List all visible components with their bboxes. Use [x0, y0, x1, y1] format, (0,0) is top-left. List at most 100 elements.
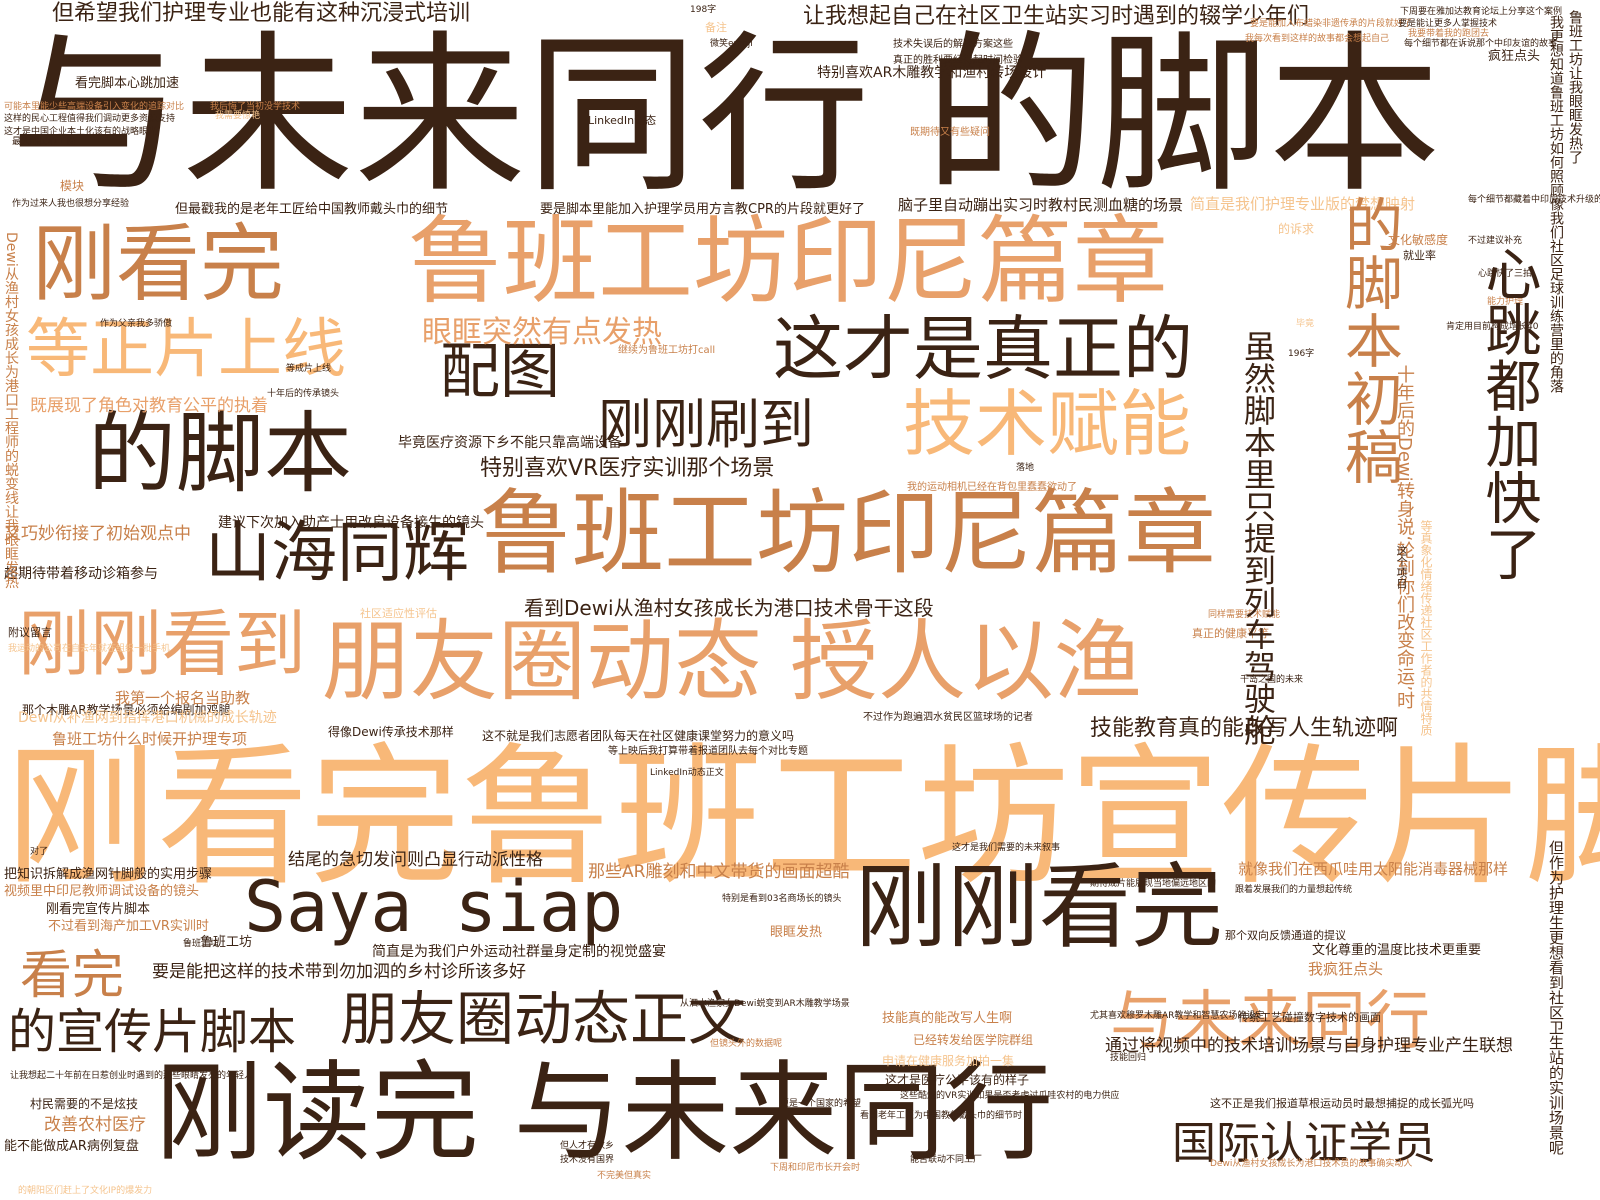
cloud-word: 得像Dewi传承技术那样	[328, 725, 454, 739]
cloud-word: 看到Dewi从渔村女孩成长为港口技术骨干这段	[524, 596, 934, 620]
cloud-word: 196字	[1288, 349, 1315, 359]
cloud-word: 十年后的传承镜头	[267, 389, 340, 399]
cloud-word: 这样的民心工程值得我们调动更多资源支持	[4, 114, 176, 124]
cloud-word: 千岛之国的未来	[1240, 675, 1304, 685]
cloud-word: 社区适应性评估	[360, 607, 437, 620]
cloud-word: 结尾的急切发问则凸显行动派性格	[288, 850, 543, 870]
cloud-word: 更是一个国家的希望	[780, 1099, 862, 1109]
cloud-word: 能不能做成AR病例复盘	[4, 1139, 139, 1154]
cloud-word: 不过建议补充	[1468, 236, 1523, 246]
cloud-word: 刚看完鲁班工坊宣传片脚本	[5, 729, 1600, 906]
cloud-word: 尤其喜欢穆罗木雕AR教学和智慧农场的设定	[1090, 1011, 1265, 1021]
cloud-word: 的脚本	[88, 402, 353, 505]
cloud-word: 超期待带着移动诊箱参与	[4, 566, 158, 582]
cloud-word: 鲁班工坊	[183, 939, 220, 949]
cloud-word: 这不就是我们志愿者团队每天在社区健康课堂努力的意义吗	[482, 729, 795, 743]
cloud-word: 看完	[20, 946, 125, 1006]
cloud-word: 申请在健康服务加拍一集	[882, 1054, 1015, 1068]
cloud-word: 这个项目	[1395, 545, 1408, 589]
cloud-word: 刚读完 与未来同行	[155, 1051, 1054, 1176]
cloud-word: 那个木雕AR教学场景必须给编剧加鸡腿	[22, 703, 231, 717]
cloud-word: 技能回归	[1110, 1053, 1147, 1063]
cloud-word: 眼眶发热	[770, 925, 823, 940]
cloud-word: 那个双向反馈通道的提议	[1225, 929, 1346, 942]
cloud-word: 文化尊重的温度比技术更重要	[1312, 943, 1482, 958]
cloud-word: 特别喜欢VR医疗实训那个场景	[480, 456, 775, 481]
cloud-word: 鲁班工坊让我眼眶发热了	[1567, 10, 1583, 164]
cloud-word: 配图	[440, 337, 560, 407]
cloud-word: Dewi从补渔网到指挥港口机械的成长轨迹	[18, 710, 277, 726]
cloud-word: 简直是为我们户外运动社群量身定制的视觉盛宴	[372, 944, 666, 960]
cloud-word: 既期待又有些疑问	[910, 127, 990, 138]
cloud-word: 心跳都加快了	[1476, 245, 1541, 581]
cloud-word: 不完美但真实	[597, 1171, 652, 1181]
cloud-word: 建议下次加入助产士用改良设备接生的镜头	[218, 515, 484, 531]
cloud-word: 要是能让更多人掌握技术	[1398, 19, 1498, 29]
cloud-word: 简直是我们护理专业版的梦想映射	[1190, 195, 1416, 213]
cloud-word: 期待成片能展现当地偏远地区的	[1090, 879, 1217, 889]
cloud-word: 从泗水渔家女Dewi蜕变到AR木雕教学场景	[680, 999, 850, 1009]
cloud-word: 等成片上线	[286, 364, 332, 374]
cloud-word: 但人才有故乡	[560, 1141, 615, 1151]
cloud-word: 鲁班工坊印尼篇章	[480, 480, 1217, 587]
cloud-word: 但最戳我的是老年工匠给中国教师戴头巾的细节	[175, 202, 449, 217]
cloud-word: 村民需要的不是炫技	[30, 1097, 139, 1111]
cloud-word: 的朝阳区们赶上了文化IP的爆发力	[18, 1186, 153, 1196]
cloud-word: LinkedIn动态	[588, 114, 657, 127]
cloud-word: 既展现了角色对教育公平的执着	[30, 396, 268, 416]
cloud-word: 技术失误后的解决方案这些	[893, 39, 1013, 50]
cloud-word: 通过将视频中的技术培训场景与自身护理专业产生联想	[1105, 1036, 1513, 1056]
cloud-word: 脑子里自动蹦出实习时教村民测血糖的场景	[898, 196, 1184, 214]
cloud-word: 朋友圈动态正文	[340, 985, 747, 1053]
cloud-word: 刚刚看完	[855, 854, 1224, 961]
cloud-word: Dewi从渔村女孩成长为港口技术员的故事确实动人	[1210, 1159, 1413, 1169]
cloud-word: 鲁班工坊什么时候开护理专项	[52, 730, 248, 748]
cloud-word: 下周要在雅加达教育论坛上分享这个案例	[1400, 7, 1563, 17]
cloud-word: 我需要惊艳	[215, 111, 261, 121]
cloud-word: 已经转发给医学院群组	[913, 1033, 1034, 1047]
cloud-word: 又巧妙衔接了初始观点中	[4, 524, 191, 544]
cloud-word: 这不正是我们报道草根运动员时最想捕捉的成长弧光吗	[1210, 1097, 1474, 1110]
cloud-word: 我每次看到这样的故事都会想起自己	[1245, 34, 1390, 44]
cloud-word: LinkedIn动态正文	[650, 768, 724, 778]
cloud-word: 文化敏感度	[1388, 233, 1449, 247]
cloud-word: 对了	[30, 847, 49, 857]
cloud-word: 改善农村医疗	[44, 1115, 146, 1135]
cloud-word: 我后悔了当初没学技术	[210, 102, 301, 112]
cloud-word: 看到老年工匠为中国教师戴头巾的细节时	[860, 1111, 1023, 1121]
cloud-word: 技术赋能	[903, 382, 1192, 466]
cloud-word: 肯定用目前构成增长40	[1446, 322, 1539, 332]
cloud-word: 跟着发展我们的力量想起传统	[1235, 885, 1353, 895]
cloud-word: 真正的健康平等	[1192, 627, 1269, 640]
cloud-word: 可能本里能少些高端设备引入变化的追踪对比	[4, 102, 185, 112]
cloud-word: 要是脚本里能加入护理学员用方言教CPR的片段就更好了	[540, 202, 865, 217]
cloud-word: 我运动的公司在自去年就在组织一批手机	[8, 644, 171, 654]
cloud-word: 的诉求	[1278, 222, 1315, 236]
cloud-word: 让我想起二十年前在日惹创业时遇到的那些眼睛发亮的年轻人	[10, 1071, 254, 1081]
cloud-word: 这些酷炫的VR实训如果是否考虑过爪哇农村的电力供应	[900, 1091, 1120, 1101]
cloud-word: 作为过来人我也很想分享经验	[12, 199, 130, 209]
cloud-word: 山海同辉	[205, 514, 469, 591]
cloud-word: 但镜头外的数据呢	[710, 1039, 783, 1049]
cloud-word: 要是能把这样的技术带到勿加泗的乡村诊所该多好	[152, 962, 526, 982]
cloud-word: 我疯狂点头	[1308, 960, 1384, 978]
cloud-word: 模块	[60, 179, 85, 193]
cloud-word: 刚刚刷到	[598, 393, 814, 456]
cloud-word: 要是能加入布蜡染非遗传承的片段就好了	[1250, 19, 1413, 29]
cloud-word: 就业率	[1403, 249, 1436, 262]
cloud-word: 等上映后我打算带着报道团队去每个对比专题	[608, 746, 808, 757]
cloud-word: 每个细节都在诉说那个中印友谊的故事	[1404, 39, 1558, 49]
cloud-word: 这才是我们需要的未来叙事	[952, 843, 1061, 853]
cloud-word: 每个细节都藏着中印尼技术升级的痛点	[1468, 195, 1600, 205]
cloud-word: 但作为护理生更想看到社区卫生站的实训场景呢	[1547, 840, 1565, 1155]
cloud-word: 视频里中印尼教师调试设备的镜头	[4, 884, 200, 899]
cloud-word: 技能教育真的能改写人生轨迹啊	[1090, 716, 1399, 741]
cloud-word: 这才是中国企业本土化该有的战略眼光	[4, 127, 158, 137]
cloud-word: 让我想起自己在社区卫生站实习时遇到的辍学少年们	[803, 4, 1310, 29]
cloud-word: 但希望我们护理专业也能有这种沉浸式培训	[52, 1, 471, 26]
cloud-word: Saya siap	[244, 866, 624, 948]
cloud-word: 这才是真正的	[773, 308, 1193, 390]
cloud-word: 我更想知道鲁班工坊如何照顾像我们社区足球训练营里的角落	[1548, 15, 1564, 393]
cloud-word: 看完脚本心跳加速	[75, 76, 180, 91]
